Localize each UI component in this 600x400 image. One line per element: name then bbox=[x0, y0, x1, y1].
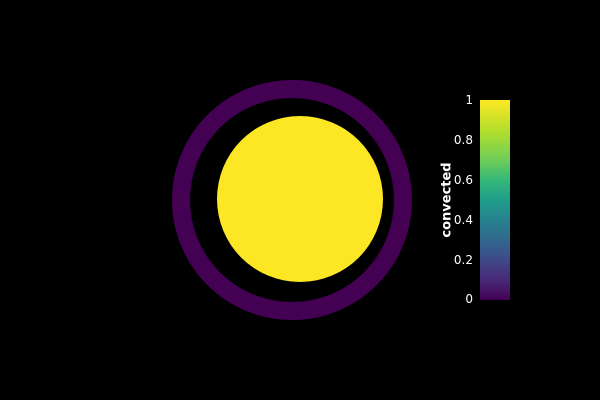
colorbar-tick-label: 0.2 bbox=[453, 253, 473, 267]
colorbar-tick-label: 0.4 bbox=[453, 213, 473, 227]
colorbar-title: convected bbox=[439, 162, 455, 238]
colorbar-tick-label: 0.6 bbox=[453, 173, 473, 187]
outer-ring bbox=[172, 80, 412, 320]
colorbar-gradient bbox=[480, 100, 510, 300]
inner-disc bbox=[217, 116, 383, 282]
colorbar-tick-label: 1 bbox=[465, 93, 473, 107]
colorbar-tick-label: 0 bbox=[465, 292, 473, 306]
colorbar-tick-label: 0.8 bbox=[453, 133, 473, 147]
